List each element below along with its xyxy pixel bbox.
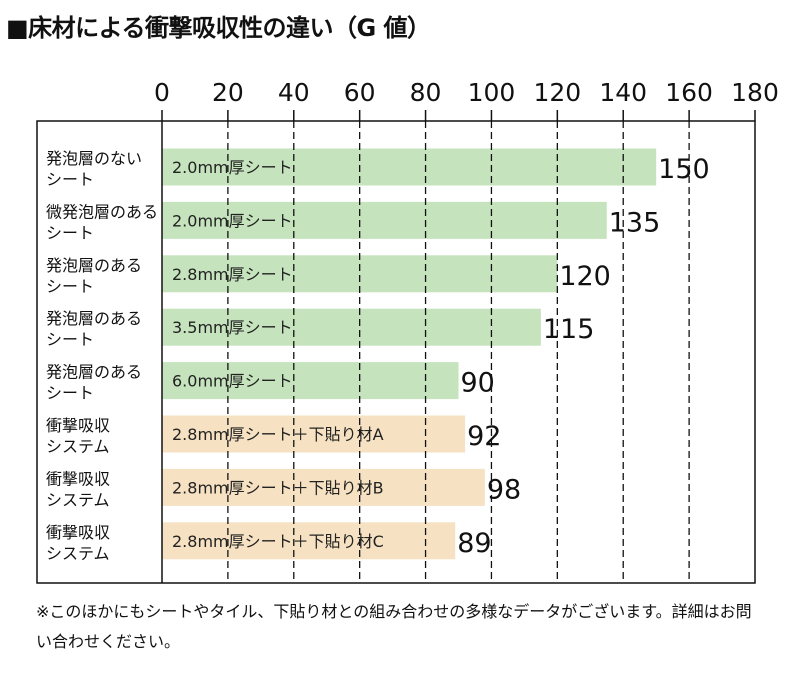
plot-frame — [36, 120, 756, 584]
tick-label: 0 — [154, 78, 170, 107]
bar-inner-label: 2.8mm厚シート — [172, 265, 293, 284]
category-label: シート — [46, 170, 94, 189]
category-label: シート — [46, 277, 94, 296]
bar — [162, 415, 466, 453]
tick-label: 20 — [212, 78, 244, 107]
tick-label: 180 — [731, 78, 779, 107]
category-label: 衝撃吸収 — [46, 416, 110, 435]
category-label: シート — [46, 384, 94, 403]
category-label: 衝撃吸収 — [46, 469, 110, 488]
bar-inner-label: 2.8mm厚シート＋下貼り材C — [172, 532, 384, 551]
bar — [162, 468, 485, 506]
data-label: 150 — [658, 154, 710, 185]
data-label: 115 — [543, 314, 595, 345]
tick-label: 80 — [410, 78, 442, 107]
category-label: 発泡層のある — [46, 309, 142, 328]
category-label: 微発泡層のある — [46, 202, 158, 221]
category-label: 衝撃吸収 — [46, 523, 110, 542]
data-label: 120 — [559, 261, 611, 292]
tick-label: 40 — [278, 78, 310, 107]
bar-inner-label: 2.0mm厚シート — [172, 211, 293, 230]
bar — [162, 308, 541, 346]
category-label: シート — [46, 330, 94, 349]
category-label: システム — [46, 490, 110, 509]
bar-inner-label: 2.8mm厚シート＋下貼り材A — [172, 425, 384, 444]
data-label: 92 — [467, 421, 501, 452]
category-label: システム — [46, 437, 110, 456]
bar — [162, 201, 607, 239]
category-label: システム — [46, 544, 110, 563]
chart-title: ■床材による衝撃吸収性の違い（G 値） — [6, 14, 431, 42]
bar-inner-label: 2.0mm厚シート — [172, 158, 293, 177]
bar-inner-label: 3.5mm厚シート — [172, 318, 293, 337]
bar-inner-label: 6.0mm厚シート — [172, 372, 293, 391]
data-label: 135 — [609, 207, 661, 238]
category-label: 発泡層のある — [46, 256, 142, 275]
bar — [162, 522, 456, 560]
tick-label: 100 — [468, 78, 516, 107]
tick-label: 160 — [665, 78, 713, 107]
category-label: シート — [46, 223, 94, 242]
footnote: ※このほかにもシートやタイル、下貼り材との組み合わせの多様なデータがございます。… — [36, 602, 752, 651]
tick-label: 140 — [599, 78, 647, 107]
bar — [162, 148, 657, 186]
tick-label: 120 — [533, 78, 581, 107]
data-label: 89 — [457, 528, 491, 559]
data-label: 90 — [461, 368, 495, 399]
bar-inner-label: 2.8mm厚シート＋下貼り材B — [172, 478, 384, 497]
bar — [162, 362, 459, 400]
category-label: 発泡層のない — [46, 149, 142, 168]
data-label: 98 — [487, 474, 521, 505]
category-label: 発泡層のある — [46, 363, 142, 382]
tick-label: 60 — [344, 78, 376, 107]
